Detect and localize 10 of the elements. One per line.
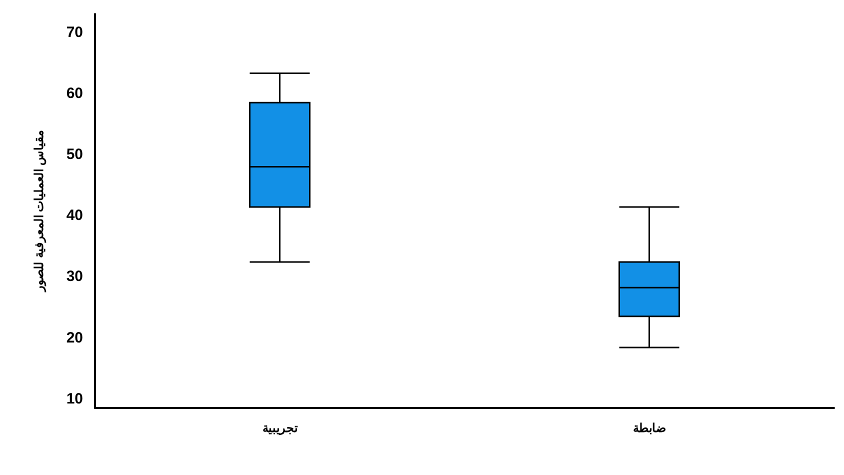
y-tick-label: 20	[66, 329, 83, 346]
y-tick-label: 60	[66, 84, 83, 102]
y-tick-label: 70	[66, 24, 83, 41]
y-tick-label: 40	[66, 207, 83, 224]
x-tick-label: ضابطة	[632, 421, 666, 435]
y-tick-label: 30	[66, 268, 83, 286]
y-tick-label: 50	[66, 146, 83, 163]
y-tick-label: 10	[66, 390, 83, 408]
y-axis-title: مقياس العمليات المعرفية للصور	[32, 130, 47, 293]
x-tick-label: تجريبية	[262, 421, 298, 436]
